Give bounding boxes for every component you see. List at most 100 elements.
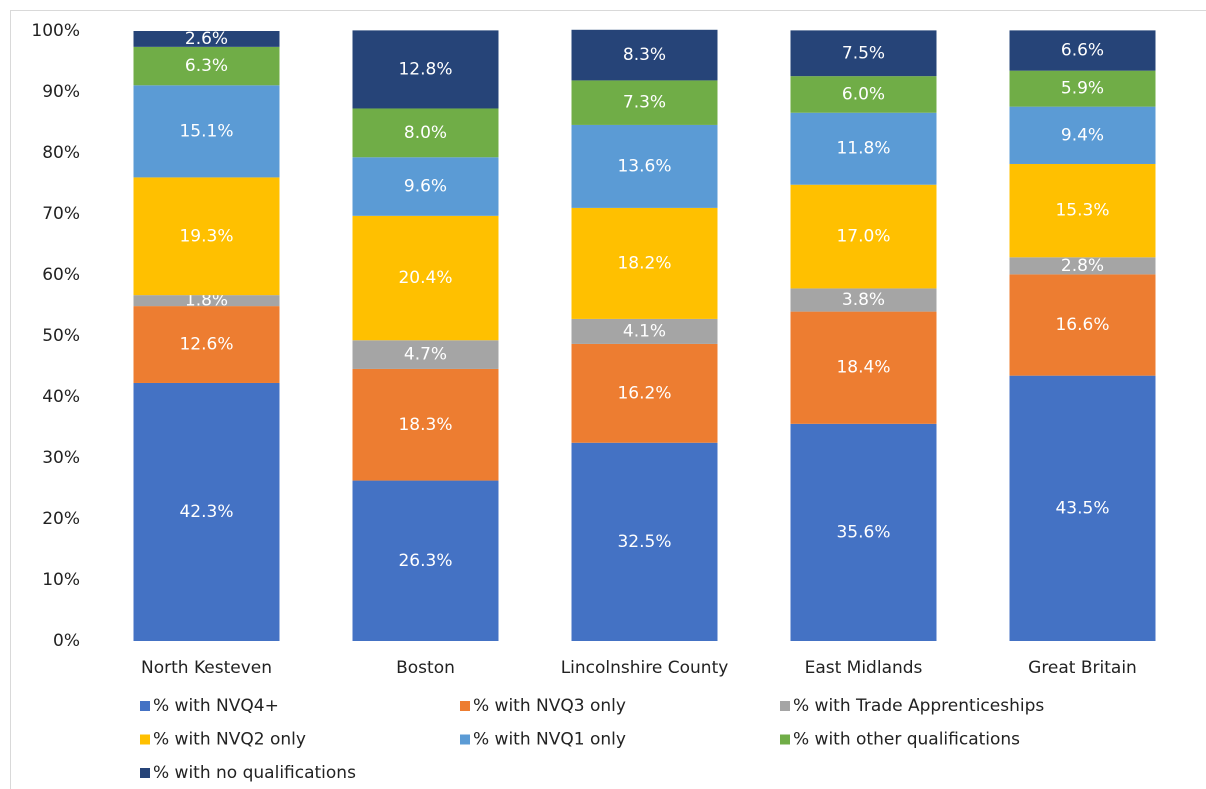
bar-segment <box>133 85 280 178</box>
value-label: 8.3% <box>623 45 666 65</box>
legend-label: % with other qualifications <box>793 730 1020 750</box>
bar-segment <box>352 157 499 216</box>
y-tick-label: 70% <box>42 204 80 224</box>
bar-segment <box>352 368 499 481</box>
value-label: 7.3% <box>623 93 666 113</box>
value-label: 18.3% <box>398 415 452 435</box>
y-tick-label: 40% <box>42 387 80 407</box>
bar-segment <box>133 306 280 383</box>
bar-segment <box>1009 257 1156 275</box>
value-label: 6.0% <box>842 84 885 104</box>
bar-segment <box>133 177 280 296</box>
bar-segment <box>352 480 499 641</box>
legend-label: % with no qualifications <box>153 763 356 783</box>
bar-segment <box>352 30 499 109</box>
value-label: 17.0% <box>836 227 890 247</box>
value-label: 11.8% <box>836 139 890 159</box>
legend-swatch <box>140 734 150 745</box>
bar-segment <box>1009 70 1156 107</box>
legend-label: % with NVQ3 only <box>473 696 626 716</box>
value-label: 9.4% <box>1061 125 1104 145</box>
y-tick-label: 20% <box>42 509 80 529</box>
legend-swatch <box>140 701 150 711</box>
x-tick-label: Lincolnshire County <box>561 658 729 678</box>
bar-segment <box>133 46 280 86</box>
bar-segment <box>1009 375 1156 641</box>
chart-frame <box>10 10 1206 789</box>
bar-segment <box>571 207 718 319</box>
bar-segment <box>790 423 937 641</box>
value-label: 12.8% <box>398 59 452 79</box>
value-label: 26.3% <box>398 551 452 571</box>
legend-label: % with NVQ1 only <box>473 730 626 750</box>
bar-segment <box>352 340 499 369</box>
value-label: 19.3% <box>179 226 233 246</box>
bar-segment <box>352 215 499 341</box>
value-label: 6.6% <box>1061 41 1104 61</box>
legend-swatch <box>140 768 150 778</box>
value-label: 15.3% <box>1055 201 1109 221</box>
legend-label: % with NVQ4+ <box>153 696 279 716</box>
bar-segment <box>133 382 280 641</box>
value-label: 18.2% <box>617 253 671 273</box>
bar-segment <box>790 30 937 77</box>
bar-segment <box>571 29 718 81</box>
bar-segment <box>571 80 718 125</box>
bar-segment <box>790 112 937 185</box>
y-tick-label: 80% <box>42 143 80 163</box>
value-label: 2.6% <box>185 29 228 49</box>
legend-swatch <box>780 701 790 711</box>
value-label: 15.1% <box>179 121 233 141</box>
bar-segment <box>790 184 937 289</box>
legend-swatch <box>460 701 470 711</box>
value-label: 18.4% <box>836 358 890 378</box>
y-tick-label: 0% <box>53 631 80 651</box>
bar-segment <box>133 295 280 307</box>
value-label: 3.8% <box>842 290 885 310</box>
legend-label: % with Trade Apprenticeships <box>793 696 1044 716</box>
legend-label: % with NVQ2 only <box>153 730 306 750</box>
legend-swatch <box>780 734 790 745</box>
value-label: 35.6% <box>836 522 890 542</box>
legend-swatch <box>460 734 470 745</box>
bar-segment <box>1009 30 1156 71</box>
y-tick-label: 30% <box>42 448 80 468</box>
bar-segment <box>571 442 718 641</box>
value-label: 9.6% <box>404 177 447 197</box>
value-label: 8.0% <box>404 123 447 143</box>
value-label: 4.1% <box>623 321 666 341</box>
bar-segment <box>790 288 937 312</box>
bar-segment <box>571 343 718 443</box>
value-label: 43.5% <box>1055 498 1109 518</box>
value-label: 4.7% <box>404 345 447 365</box>
x-tick-label: Boston <box>396 658 455 678</box>
x-tick-label: Great Britain <box>1028 658 1137 678</box>
bar-segment <box>571 318 718 344</box>
value-label: 12.6% <box>179 335 233 355</box>
bar-segment <box>1009 274 1156 376</box>
bar-segment <box>1009 106 1156 164</box>
value-label: 1.8% <box>185 291 228 311</box>
value-label: 7.5% <box>842 43 885 63</box>
bar-segment <box>133 31 280 47</box>
bar-segment <box>352 108 499 158</box>
value-label: 6.3% <box>185 56 228 76</box>
value-label: 5.9% <box>1061 79 1104 99</box>
value-label: 42.3% <box>179 502 233 522</box>
bar-segment <box>790 76 937 113</box>
y-tick-label: 10% <box>42 570 80 590</box>
value-label: 32.5% <box>617 532 671 552</box>
y-tick-label: 100% <box>31 21 80 41</box>
value-label: 13.6% <box>617 156 671 176</box>
value-label: 16.2% <box>617 383 671 403</box>
y-tick-label: 90% <box>42 82 80 102</box>
y-tick-label: 60% <box>42 265 80 285</box>
x-tick-label: East Midlands <box>805 658 923 678</box>
bar-segment <box>1009 163 1156 258</box>
bar-segment <box>790 311 937 424</box>
y-tick-label: 50% <box>42 326 80 346</box>
value-label: 20.4% <box>398 268 452 288</box>
x-tick-label: North Kesteven <box>141 658 272 678</box>
